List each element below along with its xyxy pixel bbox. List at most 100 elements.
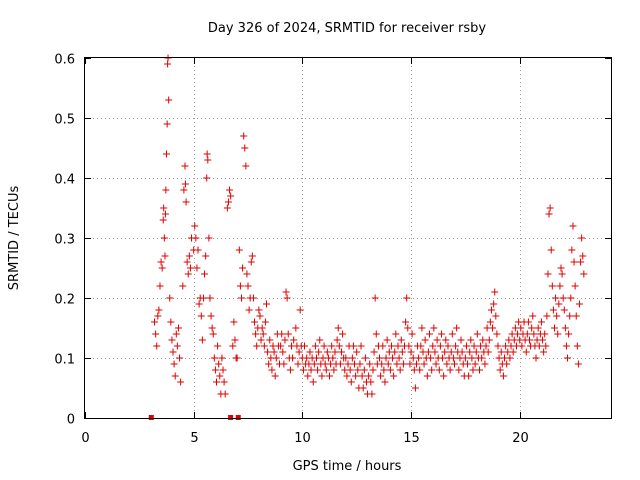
data-point (203, 174, 211, 182)
data-point (530, 330, 538, 338)
data-point (160, 204, 168, 212)
data-point (465, 372, 473, 380)
data-point (271, 372, 279, 380)
data-point (446, 366, 454, 374)
data-point (553, 312, 561, 320)
data-point (365, 372, 373, 380)
y-tick-label: 0.1 (54, 353, 75, 368)
data-point (452, 342, 460, 350)
data-point (548, 282, 556, 290)
data-point (330, 366, 338, 374)
data-point (168, 336, 176, 344)
data-point (468, 354, 476, 362)
data-point (558, 270, 566, 278)
data-point (427, 354, 435, 362)
plot-frame (84, 57, 612, 419)
data-point (578, 234, 586, 242)
data-point (184, 270, 192, 278)
data-point (229, 342, 237, 350)
data-point (198, 336, 206, 344)
data-point (396, 366, 404, 374)
data-point (453, 324, 461, 332)
data-point (404, 324, 412, 332)
data-point (236, 282, 244, 290)
data-point (439, 354, 447, 362)
data-point (310, 360, 318, 368)
y-axis-label: SRMTID / TECUs (7, 186, 22, 291)
data-point (205, 234, 213, 242)
data-point (352, 372, 360, 380)
data-point (356, 360, 364, 368)
y-tick-label: 0 (67, 413, 75, 428)
data-point (416, 366, 424, 374)
data-point (224, 198, 232, 206)
data-point (152, 330, 160, 338)
data-point (243, 270, 251, 278)
data-point (206, 294, 214, 302)
data-point (296, 306, 304, 314)
data-point (210, 354, 218, 362)
data-point (503, 360, 511, 368)
data-point (223, 204, 231, 212)
data-point (360, 366, 368, 374)
data-point (186, 264, 194, 272)
data-point (258, 324, 266, 332)
data-point (574, 360, 582, 368)
data-point (359, 384, 367, 392)
data-point (314, 366, 322, 374)
outage-marker (235, 415, 241, 420)
data-point (492, 312, 500, 320)
data-point (397, 336, 405, 344)
data-point (270, 348, 278, 356)
data-point (575, 300, 583, 308)
data-point (537, 318, 545, 326)
data-point (339, 330, 347, 338)
y-tick-label: 0.2 (54, 293, 75, 308)
data-point (473, 330, 481, 338)
data-point (540, 348, 548, 356)
data-point (376, 354, 384, 362)
data-point (552, 294, 560, 302)
data-point (395, 354, 403, 362)
data-point (394, 342, 402, 350)
data-point (464, 360, 472, 368)
data-point (442, 336, 450, 344)
data-point (172, 330, 180, 338)
data-point (491, 288, 499, 296)
data-point (151, 318, 159, 326)
data-point (311, 342, 319, 350)
data-point (517, 324, 525, 332)
data-point (417, 342, 425, 350)
data-point (252, 330, 260, 338)
data-point (371, 294, 379, 302)
data-point (408, 330, 416, 338)
data-point (368, 390, 376, 398)
data-point (564, 354, 572, 362)
data-point (469, 366, 477, 374)
data-point (342, 354, 350, 362)
data-point (307, 366, 315, 374)
data-point (577, 258, 585, 266)
data-point (161, 252, 169, 260)
x-tick-label: 15 (403, 431, 420, 446)
data-point (247, 258, 255, 266)
data-point (472, 348, 480, 356)
data-point (421, 336, 429, 344)
data-point (323, 348, 331, 356)
data-point (430, 324, 438, 332)
data-point (428, 366, 436, 374)
y-tick-label: 0.4 (54, 173, 75, 188)
data-point (405, 342, 413, 350)
data-point (265, 360, 273, 368)
data-point (392, 330, 400, 338)
data-point (176, 354, 184, 362)
data-point (448, 330, 456, 338)
data-point (382, 354, 390, 362)
y-tick-label: 0.6 (54, 53, 75, 68)
data-point (346, 366, 354, 374)
data-point (284, 330, 292, 338)
data-point (174, 324, 182, 332)
data-point (242, 162, 250, 170)
data-point (418, 324, 426, 332)
data-point (348, 354, 356, 362)
